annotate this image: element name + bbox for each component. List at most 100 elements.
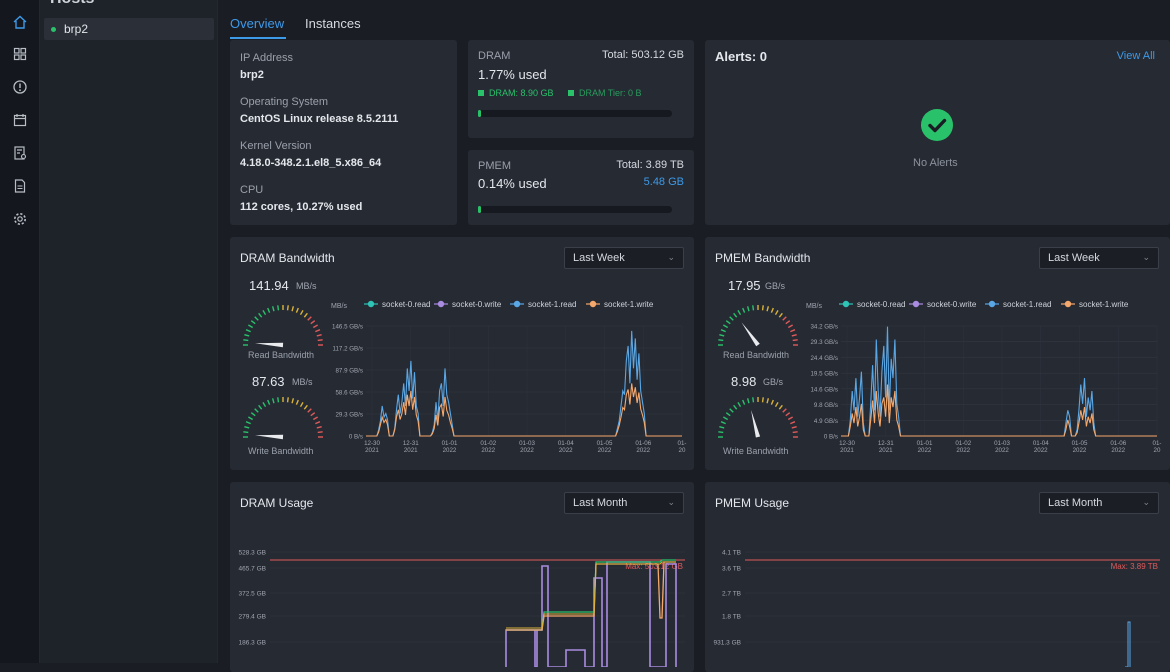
pmem-usage-fill — [478, 206, 481, 213]
gauge-tick — [766, 306, 770, 312]
gauge-tick — [312, 324, 318, 329]
pmem-write-value: 8.98 — [731, 374, 757, 389]
y-tick-label: 58.6 GB/s — [335, 390, 363, 397]
gauge-tick — [742, 307, 746, 313]
legend-marker — [988, 300, 996, 308]
alert-circle-icon[interactable] — [12, 79, 28, 95]
legend-label: socket-0.read — [857, 300, 905, 309]
y-tick-label: 4.9 GB/s — [814, 418, 838, 425]
dashboard-grid-icon[interactable] — [12, 46, 28, 62]
dram-usage-chart: 528.3 GB 465.7 GB 372.5 GB 279.4 GB 186.3 GB… — [239, 550, 685, 667]
gauge-tick — [262, 402, 267, 408]
y-tick-label: 0 B/s — [349, 434, 363, 441]
pmem-bandwidth-title: PMEM Bandwidth — [715, 251, 811, 265]
gauge-tick — [746, 398, 750, 404]
pmem-write-unit: GB/s — [763, 377, 784, 387]
legend-marker — [1064, 300, 1072, 308]
legend-marker — [437, 300, 445, 308]
x-tick-label: 01-03 — [519, 440, 535, 447]
x-tick-label: 20 — [1154, 447, 1161, 454]
dram-bandwidth-range-select[interactable]: Last Week ⌄ — [564, 247, 684, 269]
gauge-tick — [725, 320, 731, 325]
y-tick-label: 279.4 GB — [239, 614, 266, 621]
gauge-tick — [778, 312, 783, 318]
gauge-tick — [271, 306, 275, 312]
active-tab-underline — [230, 37, 286, 39]
pmem-usage-range-select[interactable]: Last Month ⌄ — [1039, 492, 1159, 514]
gauge-tick — [778, 404, 783, 410]
gauge-tick — [307, 408, 312, 413]
gauge-tick — [254, 316, 259, 321]
gauge-tick — [770, 307, 774, 313]
y-tick-label: 29.3 GB/s — [810, 339, 838, 346]
gauge-tick — [737, 402, 742, 408]
settings-gear-icon[interactable] — [12, 211, 28, 227]
x-tick-label: 01-02 — [955, 440, 971, 447]
calendar-icon[interactable] — [12, 112, 28, 128]
report-icon[interactable] — [12, 145, 28, 161]
document-icon[interactable] — [12, 178, 28, 194]
dram-write-label: Write Bandwidth — [248, 446, 314, 456]
usage-line-socket-0 — [505, 561, 677, 667]
gauge-tick — [303, 404, 308, 410]
gauge-tick — [785, 412, 791, 417]
gauge-tick — [248, 416, 254, 421]
gauge-tick — [286, 305, 289, 311]
legend-marker — [842, 300, 850, 308]
pmem-bandwidth-range-value: Last Week — [1048, 252, 1100, 264]
dram-bandwidth-chart: socket-0.read socket-0.write socket-1.read… — [331, 300, 686, 454]
cpu-value: 112 cores, 10.27% used — [240, 201, 363, 213]
gauge-tick — [718, 339, 724, 342]
gauge-tick — [792, 339, 798, 342]
dram-bandwidth-range-value: Last Week — [573, 252, 625, 264]
gauge-tick — [723, 416, 729, 421]
gauge-tick — [787, 324, 793, 329]
gauge-tick — [746, 306, 750, 312]
y-tick-label: 117.2 GB/s — [333, 346, 364, 353]
y-tick-label: 1.8 TB — [722, 614, 741, 621]
x-tick-label: 2022 — [1034, 447, 1048, 454]
series-line-socket-1.read — [366, 330, 682, 437]
pmem-bandwidth-range-select[interactable]: Last Week ⌄ — [1039, 247, 1159, 269]
gauge-tick — [245, 421, 251, 425]
y-tick-label: 34.2 GB/s — [810, 324, 838, 331]
view-all-link[interactable]: View All — [1116, 50, 1155, 62]
x-tick-label: 01- — [1153, 440, 1162, 447]
dram-usage-bar — [478, 110, 672, 117]
dram-read-gauge — [243, 305, 323, 348]
tab-overview[interactable]: Overview — [230, 16, 285, 31]
tab-instances[interactable]: Instances — [305, 16, 361, 31]
gauge-ticks — [718, 397, 798, 438]
dram-usage-range-select[interactable]: Last Month ⌄ — [564, 492, 684, 514]
gauge-tick — [299, 402, 304, 408]
gauge-ticks — [243, 397, 323, 438]
x-tick-label: 01-05 — [1072, 440, 1088, 447]
pmem-summary-card: PMEM Total: 3.89 TB 0.14% used 5.48 GB — [468, 150, 694, 225]
pmem-usage-bar — [478, 206, 672, 213]
dram-read-unit: MB/s — [296, 281, 317, 291]
gauge-tick — [286, 397, 289, 403]
gauge-tick — [310, 320, 316, 325]
gauge-needle — [255, 342, 284, 348]
gauge-tick — [792, 431, 798, 434]
y-tick-label: 29.3 GB/s — [335, 412, 363, 419]
x-tick-label: 01-06 — [635, 440, 651, 447]
legend-label: socket-0.write — [452, 300, 502, 309]
dram-usage-fill — [478, 110, 482, 117]
x-tick-label: 12-30 — [364, 440, 380, 447]
dram-usage-title: DRAM Usage — [240, 496, 314, 510]
x-tick-label: 2021 — [840, 447, 854, 454]
x-tick-label: 12-31 — [403, 440, 419, 447]
alerts-card: Alerts: 0 View All No Alerts — [705, 40, 1170, 225]
host-item-brp2[interactable]: brp2 — [44, 18, 214, 40]
ip-address-label: IP Address — [240, 52, 293, 64]
x-tick-label: 01-05 — [597, 440, 613, 447]
ip-address-value: brp2 — [240, 69, 264, 81]
x-tick-label: 2021 — [365, 447, 379, 454]
gauge-tick — [312, 416, 318, 421]
legend-label: socket-0.write — [927, 300, 977, 309]
y-tick-label: 87.9 GB/s — [335, 368, 363, 375]
gauge-tick — [248, 324, 254, 329]
home-icon[interactable] — [12, 14, 28, 30]
gauge-tick — [737, 310, 742, 316]
